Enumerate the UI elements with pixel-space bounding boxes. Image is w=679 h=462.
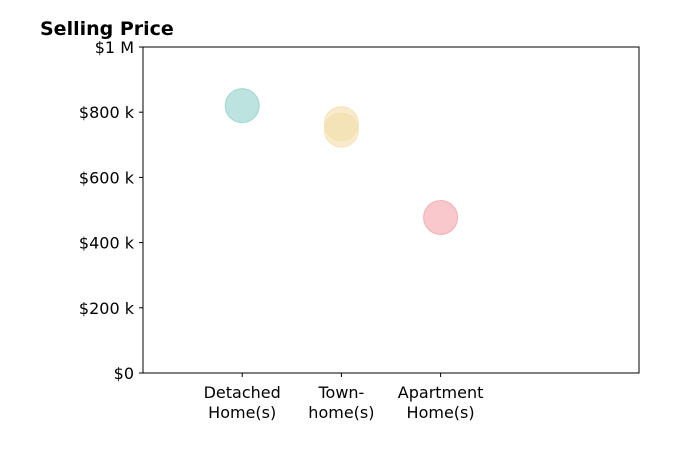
y-tick-label-2: $400 k: [79, 234, 135, 253]
chart-title: Selling Price: [40, 18, 174, 40]
y-tick-label-1: $200 k: [79, 299, 135, 318]
y-tick-label-0: $0: [114, 364, 134, 383]
plot-area: [142, 46, 640, 374]
x-tick-label-0: Detached Home(s): [204, 383, 281, 422]
data-point-2-0: [423, 199, 459, 235]
x-tick-label-1: Town-home(s): [308, 383, 374, 422]
data-point-0-0: [224, 88, 260, 124]
y-tick-label-3: $600 k: [79, 168, 135, 187]
y-tick-label-4: $800 k: [79, 103, 135, 122]
data-point-1-1: [323, 106, 359, 142]
y-tick-label-5: $1 M: [95, 38, 134, 57]
y-axis: $0 $200 k $400 k $600 k $800 k $1 M: [79, 38, 143, 383]
data-points: [224, 88, 459, 235]
x-tick-label-2: Apartment Home(s): [398, 383, 484, 422]
x-axis: Detached Home(s) Town-home(s) Apartment Home…: [204, 373, 484, 422]
